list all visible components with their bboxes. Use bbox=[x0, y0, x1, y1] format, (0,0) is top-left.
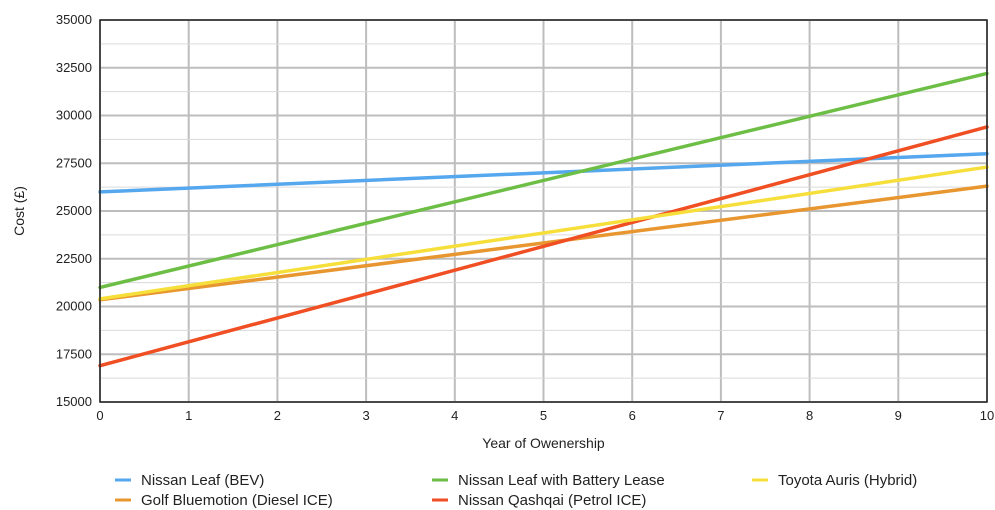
x-axis-ticks: 0 1 2 3 4 5 6 7 8 9 10 bbox=[96, 408, 994, 423]
legend-label: Nissan Qashqai (Petrol ICE) bbox=[458, 492, 646, 509]
y-tick-label: 32500 bbox=[56, 60, 92, 75]
series-line bbox=[98, 151, 989, 194]
y-axis-ticks: 15000 17500 20000 22500 25000 27500 30000 32500… bbox=[56, 12, 92, 409]
y-tick-label: 15000 bbox=[56, 394, 92, 409]
minor-grid-lines bbox=[100, 43, 987, 379]
y-tick-label: 22500 bbox=[56, 251, 92, 266]
series-lines bbox=[98, 71, 989, 368]
series-line bbox=[98, 125, 989, 368]
plot-frame bbox=[99, 19, 988, 403]
y-tick-label: 35000 bbox=[56, 12, 92, 27]
y-tick-label: 17500 bbox=[56, 346, 92, 361]
legend: Nissan Leaf (BEV) Golf Bluemotion (Diesel… bbox=[115, 472, 917, 509]
y-tick-label: 27500 bbox=[56, 155, 92, 170]
y-tick-label: 30000 bbox=[56, 108, 92, 123]
x-tick-label: 7 bbox=[717, 408, 724, 423]
x-tick-label: 4 bbox=[451, 408, 458, 423]
grid-lines bbox=[99, 19, 988, 403]
x-tick-label: 9 bbox=[895, 408, 902, 423]
x-axis-title: Year of Owenership bbox=[482, 435, 605, 451]
series-line bbox=[98, 165, 989, 301]
y-tick-label: 25000 bbox=[56, 203, 92, 218]
legend-label: Toyota Auris (Hybrid) bbox=[778, 472, 917, 489]
x-tick-label: 5 bbox=[540, 408, 547, 423]
legend-label: Nissan Leaf with Battery Lease bbox=[458, 472, 665, 489]
series-line bbox=[98, 71, 989, 290]
x-tick-label: 6 bbox=[629, 408, 636, 423]
series-line bbox=[98, 184, 989, 302]
x-tick-label: 0 bbox=[96, 408, 103, 423]
legend-label: Golf Bluemotion (Diesel ICE) bbox=[141, 492, 333, 509]
x-tick-label: 2 bbox=[274, 408, 281, 423]
x-tick-label: 10 bbox=[980, 408, 994, 423]
x-tick-label: 3 bbox=[362, 408, 369, 423]
legend-label: Nissan Leaf (BEV) bbox=[141, 472, 264, 489]
y-tick-label: 20000 bbox=[56, 299, 92, 314]
x-tick-label: 1 bbox=[185, 408, 192, 423]
y-axis-title: Cost (£) bbox=[11, 186, 27, 236]
x-tick-label: 8 bbox=[806, 408, 813, 423]
